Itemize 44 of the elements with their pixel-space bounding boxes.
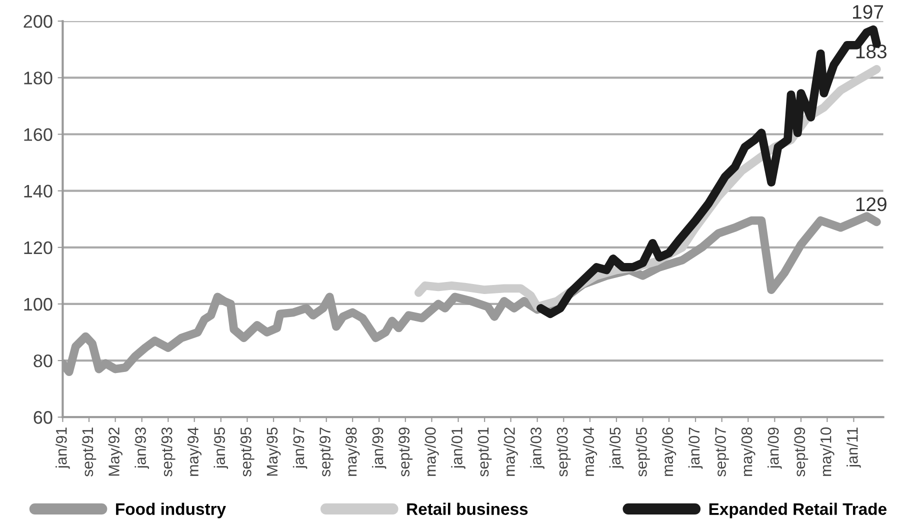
x-tick-label: jan/01: [451, 428, 466, 469]
y-tick-label: 60: [34, 411, 52, 424]
x-tick-label: sept/99: [398, 428, 413, 477]
y-tick-label: 100: [24, 298, 52, 311]
legend-label: Retail business: [407, 502, 528, 515]
legend-label: Expanded Retail Trade: [709, 502, 886, 518]
x-tick-label: sept/05: [636, 427, 650, 477]
y-tick-label: 80: [34, 354, 52, 368]
x-tick-label: may/02: [504, 428, 518, 476]
y-tick-label: 180: [24, 72, 52, 84]
x-tick-label: jan/91: [56, 428, 70, 469]
x-tick-label: jan/97: [292, 428, 308, 469]
annotation: 129: [856, 197, 886, 212]
x-tick-label: may/06: [662, 428, 676, 476]
x-tick-label: sept/95: [240, 427, 254, 477]
x-tick-label: sept/03: [556, 428, 571, 477]
x-tick-label: may/10: [820, 427, 834, 476]
x-tick-label: jan/11: [846, 428, 861, 468]
x-tick-label: jan/07: [688, 428, 703, 469]
x-tick-label: may/98: [345, 428, 360, 476]
y-tick-label: 140: [24, 184, 52, 198]
x-tick-label: sept/01: [477, 428, 492, 477]
x-tick-label: jan/95: [214, 427, 228, 469]
legend-label: Food industry: [116, 502, 226, 518]
x-tick-label: sept/91: [82, 428, 96, 477]
x-tick-label: may/08: [741, 428, 756, 476]
annotation: 197: [853, 5, 884, 19]
x-tick-label: May/95: [266, 427, 281, 476]
x-tick-label: May/92: [108, 428, 122, 476]
x-tick-label: may/00: [424, 427, 439, 476]
x-tick-label: sept/09: [794, 428, 808, 477]
x-tick-label: may/94: [187, 427, 202, 476]
x-tick-label: sept/97: [319, 428, 334, 477]
y-tick-label: 160: [24, 128, 52, 141]
x-tick-label: jan/99: [372, 428, 386, 469]
x-tick-label: jan/05: [609, 427, 624, 469]
x-tick-label: sept/07: [714, 428, 729, 477]
x-tick-label: sept/93: [161, 428, 176, 477]
x-tick-label: jan/09: [768, 428, 782, 469]
y-tick-label: 200: [24, 15, 52, 28]
x-tick-label: jan/03: [530, 428, 544, 469]
y-tick-label: 120: [24, 241, 52, 254]
x-tick-label: may/04: [582, 427, 598, 476]
x-tick-label: jan/93: [134, 428, 149, 469]
